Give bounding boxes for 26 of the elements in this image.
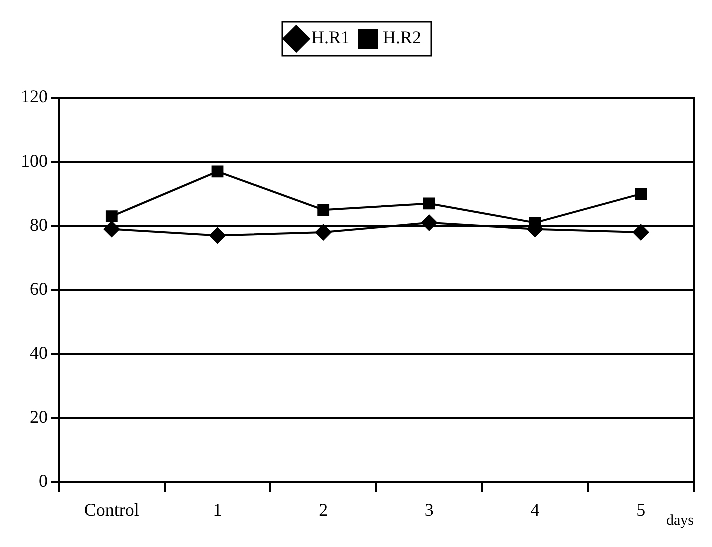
y-tick-label: 60 [30,278,48,299]
y-tick-label: 0 [39,471,48,492]
point [635,188,648,200]
point [212,166,224,178]
x-tick-label: 1 [213,500,222,520]
x-tick-label: 5 [636,500,646,520]
point [210,228,226,244]
y-tick-label: 80 [30,214,48,235]
point [104,221,120,238]
x-tick-label: 4 [530,500,540,520]
point [316,224,332,241]
point [421,214,438,231]
legend-label: H.R2 [383,28,422,48]
x-tick-label: Control [84,500,140,520]
y-tick-label: 20 [30,407,48,428]
x-axis-title: days [666,512,694,529]
x-tick-label: 3 [424,500,434,520]
y-tick-label: 40 [30,343,48,363]
point [633,224,650,241]
x-tick-label: 2 [319,500,328,520]
point [318,204,330,216]
point [423,198,436,210]
y-tick-label: 120 [21,86,48,107]
point [106,210,118,222]
legend-label: H.R1 [311,28,350,48]
y-tick-label: 100 [21,150,48,171]
